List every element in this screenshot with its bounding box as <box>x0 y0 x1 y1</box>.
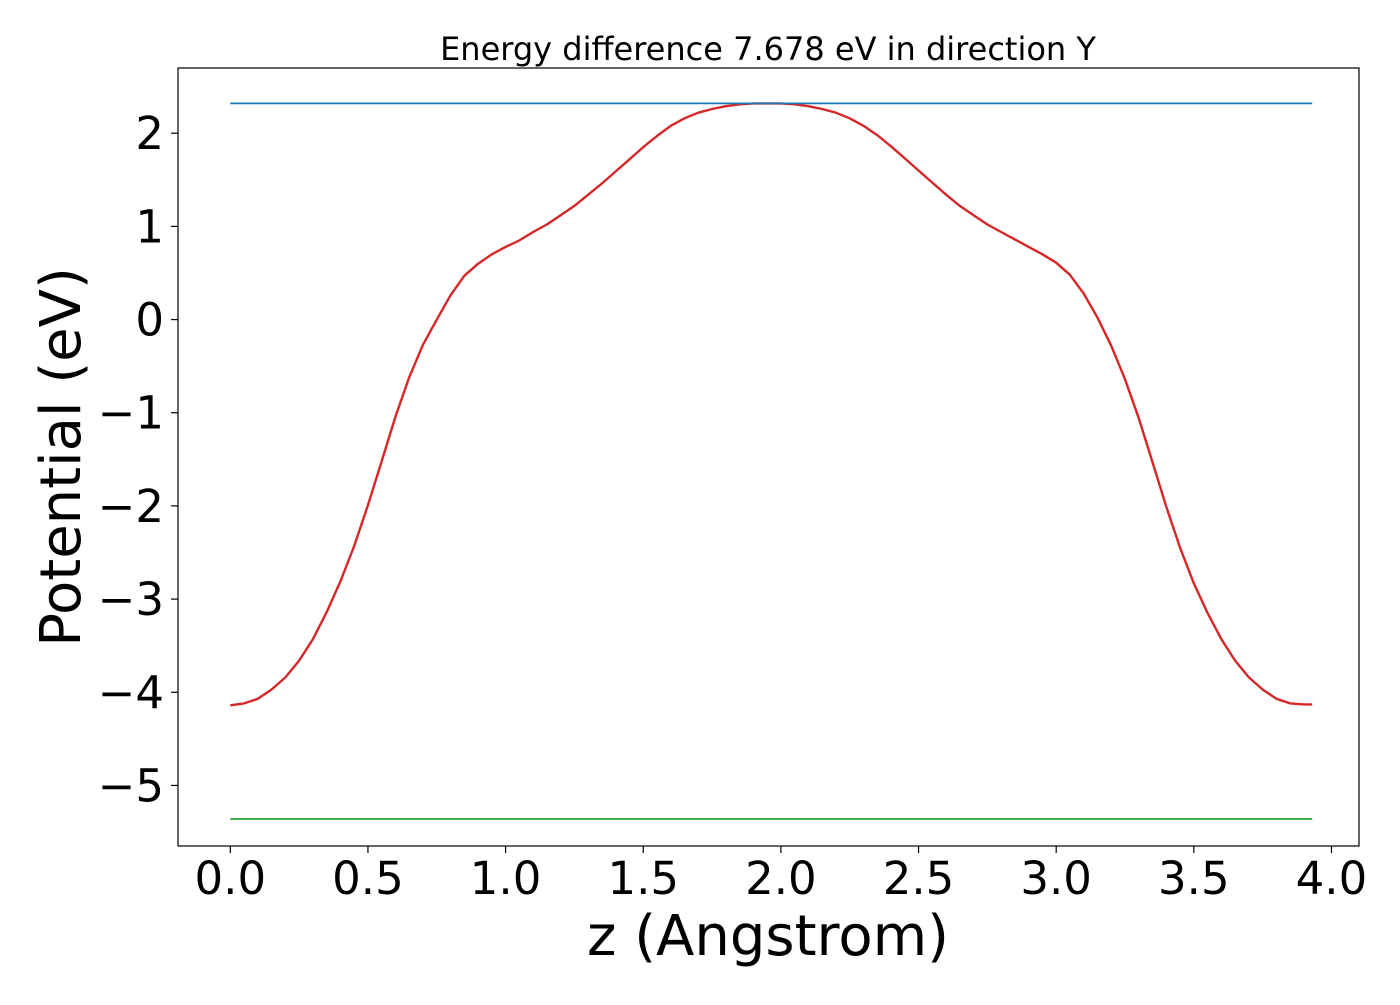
y-axis: −5 −4 −3 −2 −1 0 1 2 <box>98 107 178 812</box>
plot-area <box>177 67 1360 847</box>
x-tick-label: 0.5 <box>332 852 404 905</box>
x-tick-label: 3.5 <box>1158 852 1230 905</box>
x-tick-label: 4.0 <box>1296 852 1368 905</box>
x-tick-label: 1.5 <box>607 852 679 905</box>
x-tick-label: 2.5 <box>883 852 955 905</box>
y-tick-label: 0 <box>135 294 164 347</box>
y-tick-label: 1 <box>135 200 164 253</box>
chart-title: Energy difference 7.678 eV in direction … <box>440 30 1096 68</box>
x-tick-label: 0.0 <box>195 852 267 905</box>
x-axis: 0.0 0.5 1.0 1.5 2.0 2.5 3.0 3.5 4.0 <box>195 846 1368 905</box>
y-axis-label: Potential (eV) <box>29 267 94 647</box>
y-tick-label: −5 <box>98 759 164 812</box>
series-layer <box>230 102 1313 820</box>
x-tick-label: 1.0 <box>470 852 542 905</box>
x-axis-label: z (Angstrom) <box>587 904 949 969</box>
x-tick-label: 2.0 <box>745 852 817 905</box>
y-tick-label: −3 <box>98 573 164 626</box>
y-tick-label: −4 <box>98 666 164 719</box>
y-tick-label: −1 <box>98 387 164 440</box>
y-tick-label: 2 <box>135 107 164 160</box>
x-tick-label: 3.0 <box>1020 852 1092 905</box>
y-tick-label: −2 <box>98 480 164 533</box>
